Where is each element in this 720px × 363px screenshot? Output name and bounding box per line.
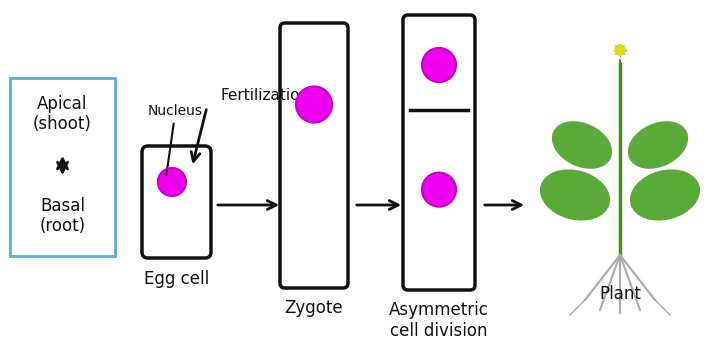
FancyBboxPatch shape [142, 146, 211, 258]
Ellipse shape [608, 32, 618, 45]
Text: Apical
(shoot): Apical (shoot) [33, 95, 92, 133]
Ellipse shape [621, 32, 631, 45]
FancyBboxPatch shape [280, 23, 348, 288]
Circle shape [422, 172, 456, 207]
Ellipse shape [552, 122, 611, 168]
Ellipse shape [621, 55, 631, 68]
Circle shape [422, 48, 456, 82]
Text: Fertilization: Fertilization [220, 87, 309, 102]
Ellipse shape [541, 170, 609, 220]
Text: Asymmetric
cell division: Asymmetric cell division [389, 301, 489, 340]
Text: Basal
(root): Basal (root) [40, 197, 86, 235]
Circle shape [296, 86, 332, 122]
Text: Plant: Plant [599, 285, 641, 303]
Ellipse shape [608, 55, 618, 68]
Ellipse shape [600, 45, 614, 54]
Text: Egg cell: Egg cell [144, 270, 209, 288]
FancyBboxPatch shape [10, 78, 115, 256]
Text: Zygote: Zygote [284, 299, 343, 317]
FancyBboxPatch shape [403, 15, 475, 290]
Ellipse shape [626, 45, 640, 54]
Circle shape [615, 45, 625, 55]
Ellipse shape [631, 170, 699, 220]
Circle shape [158, 168, 186, 196]
Ellipse shape [629, 122, 688, 168]
Text: Nucleus: Nucleus [148, 104, 203, 175]
